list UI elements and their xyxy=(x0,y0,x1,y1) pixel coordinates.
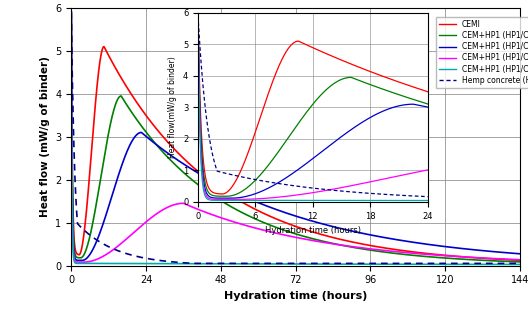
Y-axis label: Heat flow(mW/g of binder): Heat flow(mW/g of binder) xyxy=(168,57,177,158)
X-axis label: Hydration time (hours): Hydration time (hours) xyxy=(265,226,361,235)
Legend: CEMI, CEM+HP1 (HP1/C = 0.01), CEM+HP1 (HP1/C = 0.02), CEM+HP1 (HP1/C = 0.05), CE: CEMI, CEM+HP1 (HP1/C = 0.01), CEM+HP1 (H… xyxy=(436,17,528,88)
X-axis label: Hydration time (hours): Hydration time (hours) xyxy=(224,291,367,301)
Y-axis label: Heat flow (mW/g of binder): Heat flow (mW/g of binder) xyxy=(40,56,50,217)
